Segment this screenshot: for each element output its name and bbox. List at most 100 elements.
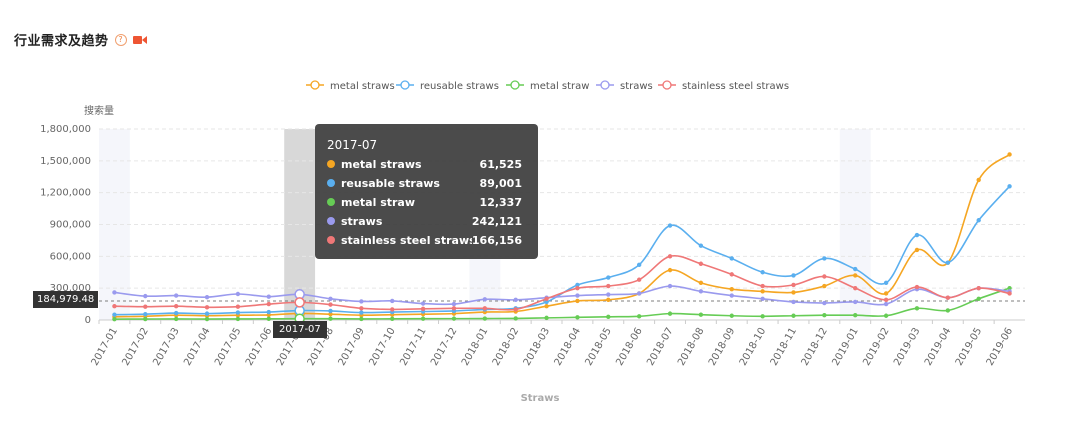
data-point[interactable]: [791, 299, 796, 305]
data-point[interactable]: [390, 307, 395, 312]
data-point[interactable]: [760, 296, 765, 301]
data-point[interactable]: [945, 308, 951, 313]
data-point[interactable]: [1007, 152, 1012, 157]
data-point[interactable]: [667, 311, 673, 316]
data-point[interactable]: [729, 256, 734, 261]
data-point[interactable]: [976, 296, 981, 301]
data-point[interactable]: [359, 299, 364, 304]
data-point[interactable]: [1007, 291, 1012, 296]
data-point[interactable]: [976, 218, 981, 223]
data-point[interactable]: [482, 306, 488, 311]
data-point[interactable]: [390, 298, 395, 304]
data-point[interactable]: [204, 294, 210, 300]
data-point[interactable]: [822, 313, 827, 318]
data-point[interactable]: [143, 304, 148, 309]
data-point[interactable]: [945, 295, 951, 300]
data-point[interactable]: [698, 312, 704, 317]
data-point[interactable]: [143, 311, 148, 317]
data-point[interactable]: [294, 297, 305, 308]
data-point[interactable]: [914, 306, 920, 311]
data-point[interactable]: [575, 315, 580, 320]
data-point[interactable]: [914, 284, 920, 290]
data-point[interactable]: [451, 301, 457, 307]
data-point[interactable]: [420, 306, 426, 312]
data-point[interactable]: [266, 316, 271, 322]
data-point[interactable]: [328, 308, 333, 314]
data-point[interactable]: [112, 312, 117, 317]
data-point[interactable]: [667, 267, 673, 273]
data-point[interactable]: [636, 314, 642, 319]
data-point[interactable]: [698, 280, 704, 286]
data-point[interactable]: [853, 313, 858, 318]
legend-item[interactable]: reusable straws: [396, 80, 499, 92]
legend-item[interactable]: straws: [596, 80, 653, 92]
help-icon[interactable]: ?: [114, 33, 127, 46]
data-point[interactable]: [482, 297, 488, 302]
data-point[interactable]: [636, 262, 642, 268]
data-point[interactable]: [328, 316, 333, 321]
data-point[interactable]: [914, 232, 920, 238]
data-point[interactable]: [143, 316, 148, 322]
data-point[interactable]: [606, 314, 611, 320]
data-point[interactable]: [729, 313, 734, 318]
data-point[interactable]: [760, 283, 765, 289]
data-point[interactable]: [575, 285, 580, 291]
data-point[interactable]: [513, 297, 518, 303]
legend-item[interactable]: metal straws: [306, 80, 395, 92]
data-point[interactable]: [883, 291, 889, 296]
video-icon[interactable]: [132, 30, 147, 49]
data-point[interactable]: [883, 280, 889, 286]
data-point[interactable]: [698, 289, 704, 294]
data-point[interactable]: [853, 299, 858, 305]
data-point[interactable]: [636, 277, 642, 282]
data-point[interactable]: [266, 294, 271, 299]
data-point[interactable]: [822, 283, 827, 289]
data-point[interactable]: [698, 243, 704, 248]
data-point[interactable]: [853, 273, 858, 278]
data-point[interactable]: [359, 306, 364, 311]
data-point[interactable]: [173, 316, 179, 322]
data-point[interactable]: [791, 290, 796, 295]
data-point[interactable]: [914, 247, 920, 253]
data-point[interactable]: [760, 314, 765, 319]
data-point[interactable]: [791, 282, 796, 288]
data-point[interactable]: [883, 301, 889, 307]
data-point[interactable]: [606, 275, 611, 280]
data-point[interactable]: [143, 293, 148, 299]
data-point[interactable]: [420, 316, 426, 321]
data-point[interactable]: [606, 297, 611, 303]
data-point[interactable]: [945, 260, 951, 265]
data-point[interactable]: [204, 311, 210, 316]
data-point[interactable]: [667, 223, 673, 228]
data-point[interactable]: [544, 296, 549, 301]
legend-item[interactable]: metal straw: [506, 80, 589, 92]
data-point[interactable]: [235, 304, 241, 309]
data-point[interactable]: [359, 316, 364, 322]
data-point[interactable]: [173, 310, 179, 316]
data-point[interactable]: [667, 283, 673, 289]
data-point[interactable]: [112, 304, 117, 309]
data-point[interactable]: [204, 305, 210, 310]
data-point[interactable]: [173, 304, 179, 309]
data-point[interactable]: [667, 254, 673, 259]
data-point[interactable]: [235, 310, 241, 315]
data-point[interactable]: [822, 274, 827, 279]
data-point[interactable]: [451, 316, 457, 321]
data-point[interactable]: [976, 177, 981, 183]
data-point[interactable]: [822, 256, 827, 261]
data-point[interactable]: [636, 291, 642, 296]
data-point[interactable]: [266, 309, 271, 315]
data-point[interactable]: [575, 293, 580, 298]
data-point[interactable]: [606, 292, 611, 297]
data-point[interactable]: [760, 270, 765, 275]
data-point[interactable]: [729, 293, 734, 298]
data-point[interactable]: [266, 301, 271, 307]
data-point[interactable]: [606, 283, 611, 289]
data-point[interactable]: [760, 289, 765, 294]
data-point[interactable]: [173, 293, 179, 298]
data-point[interactable]: [1007, 184, 1012, 189]
data-point[interactable]: [482, 316, 488, 321]
data-point[interactable]: [976, 285, 981, 291]
data-point[interactable]: [204, 316, 210, 322]
data-point[interactable]: [853, 266, 858, 272]
